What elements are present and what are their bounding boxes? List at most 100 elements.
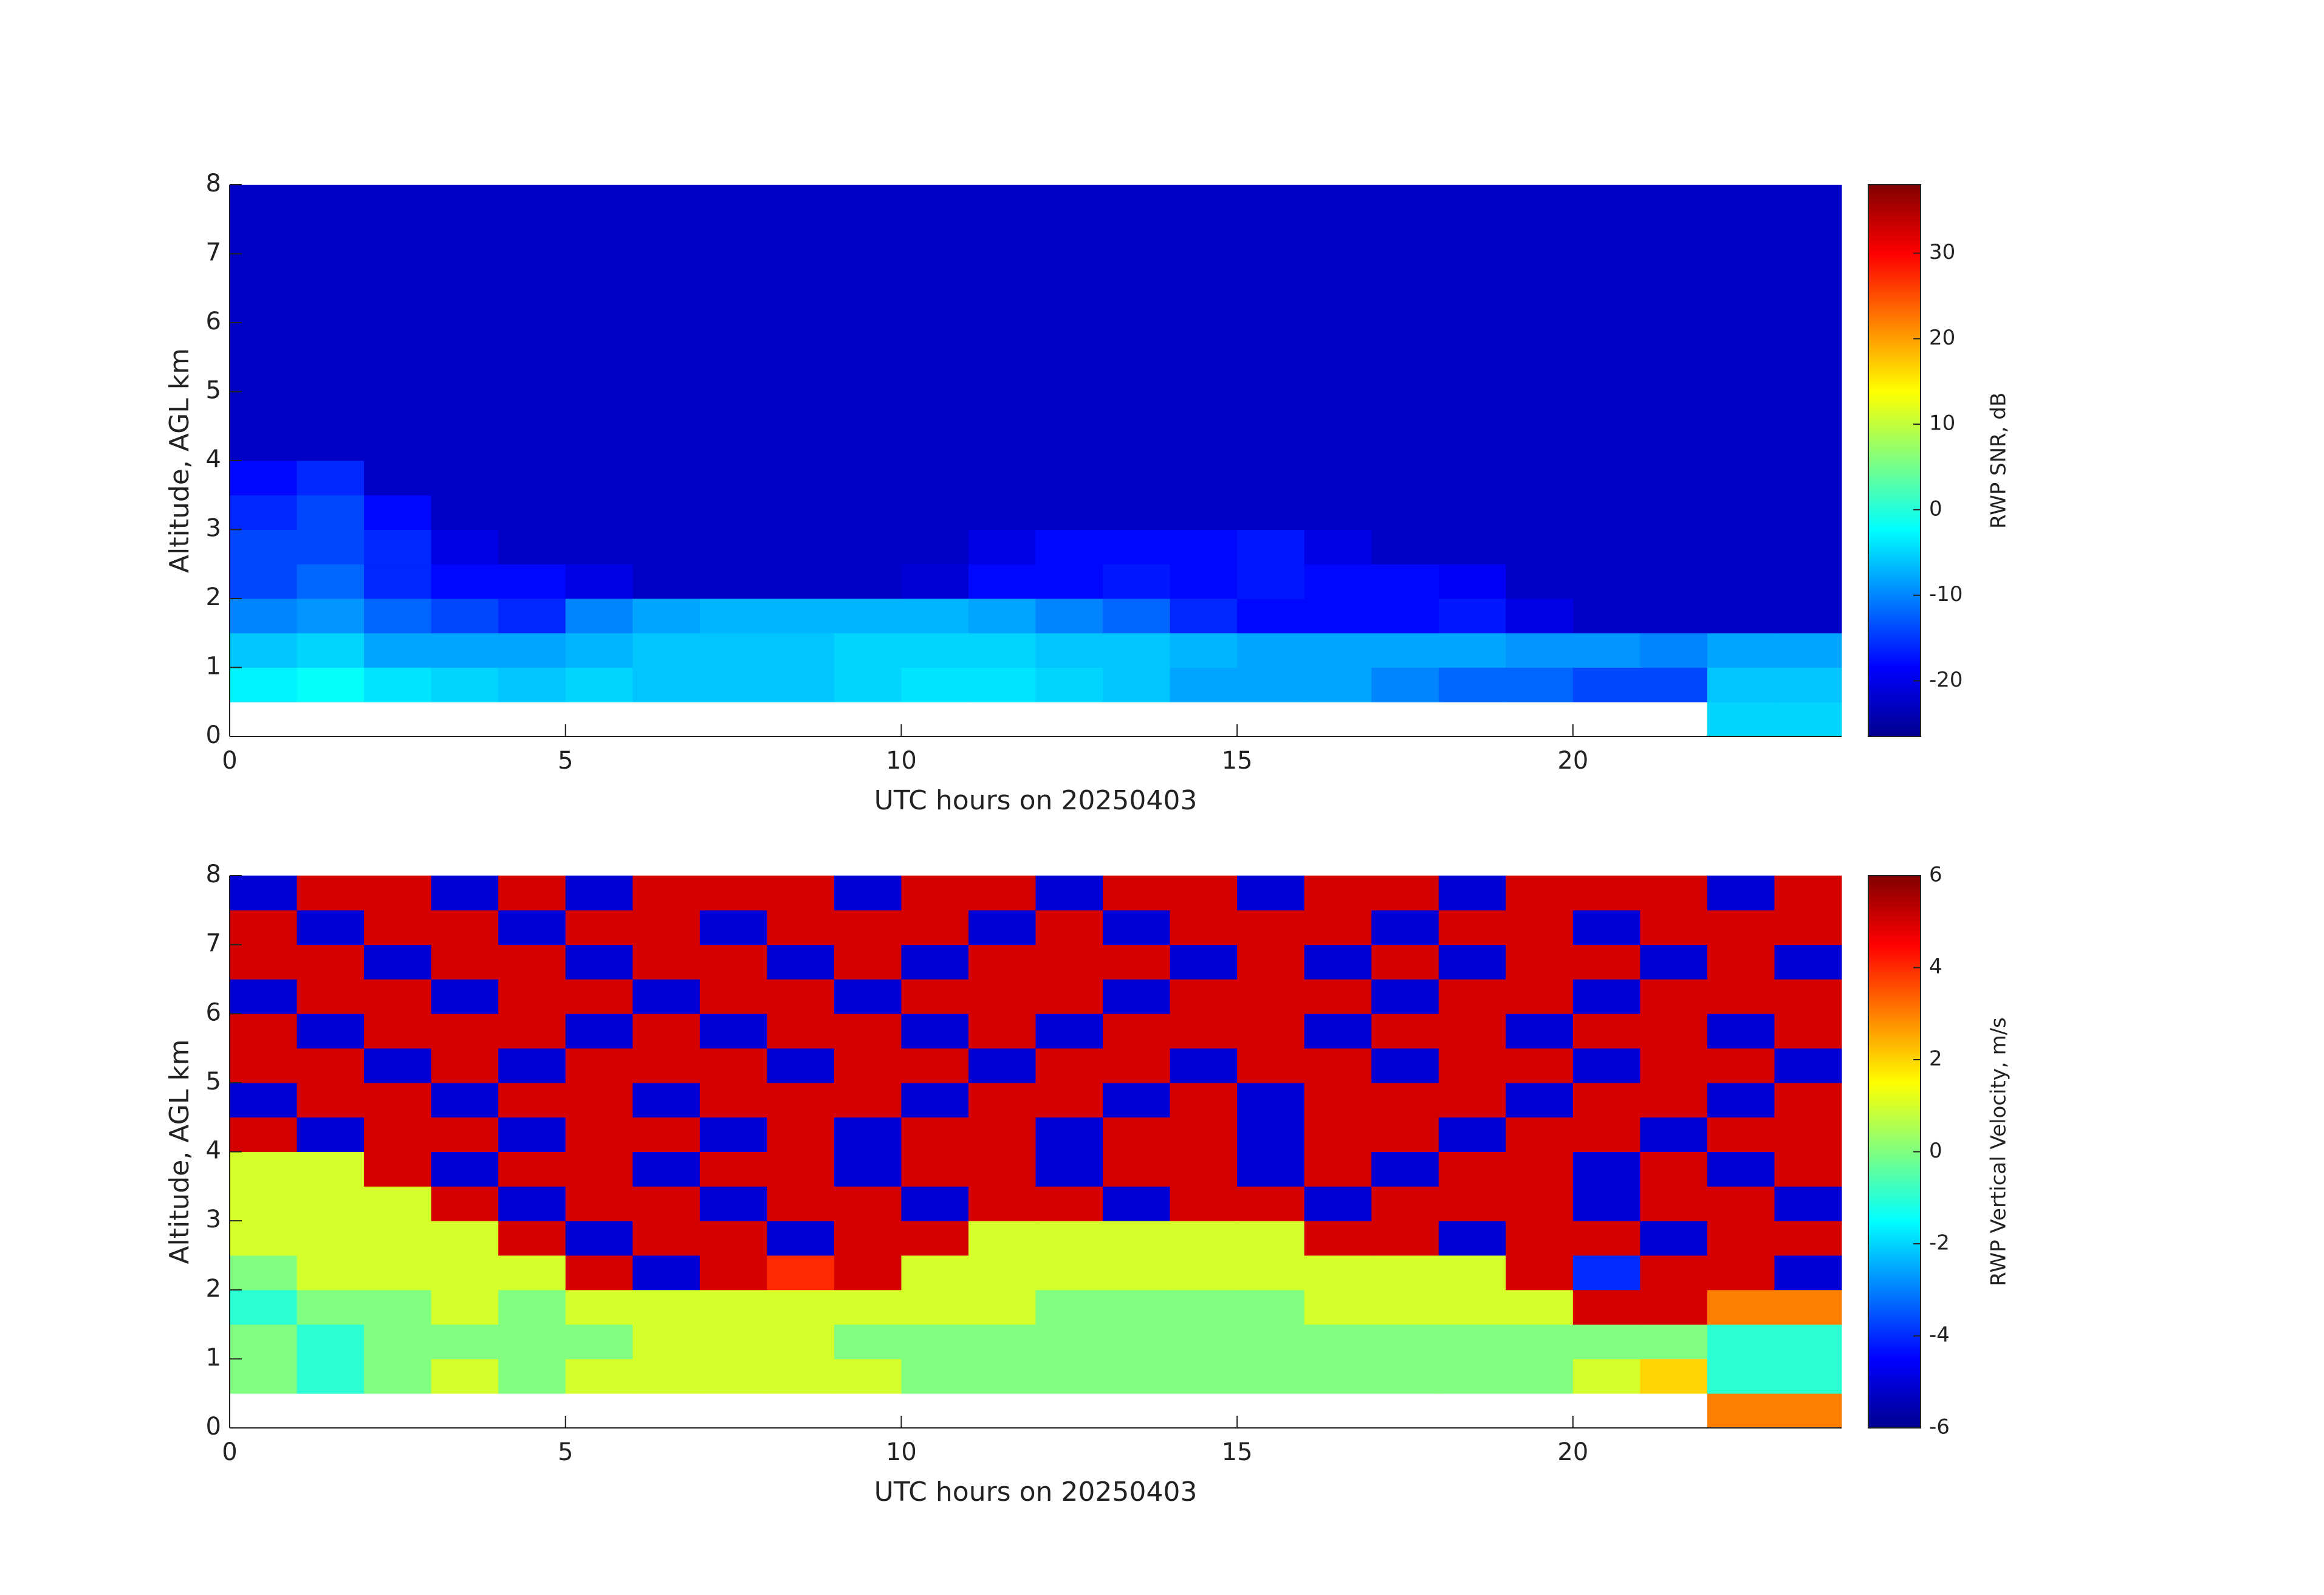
cell [1707,323,1775,358]
cell [1103,876,1171,911]
cell [1237,1221,1305,1256]
cell [1103,323,1171,358]
heatmap [230,185,1842,737]
cell [1103,564,1171,599]
cell [767,1324,835,1359]
cell [1170,323,1238,358]
cell [968,910,1036,945]
cell [1371,1324,1439,1359]
cell [498,426,566,461]
cell [498,667,566,702]
cell [1170,1324,1238,1359]
cell [296,599,365,634]
cell [1103,599,1171,634]
cell [1572,944,1640,979]
cell [968,1186,1036,1221]
cell [1640,391,1708,427]
cell [767,529,835,564]
colorbar-tick-label: 2 [1929,1047,1942,1071]
cell [834,1082,902,1118]
cell [296,1255,365,1291]
cell [1371,185,1439,220]
cell [632,1289,701,1325]
cell [632,633,701,668]
cell [1170,1151,1238,1187]
cell [968,185,1036,220]
cell [230,944,298,979]
cell [767,1014,835,1049]
cell [1237,461,1305,496]
cell [901,495,969,530]
cell [699,1324,767,1359]
cell [901,288,969,323]
cell [834,495,902,530]
cell [834,461,902,496]
cell [834,910,902,945]
cell [431,288,499,323]
cell [1774,564,1842,599]
cell [1640,633,1708,668]
cell [296,1117,365,1152]
cell [968,1289,1036,1325]
cell [364,1117,432,1152]
y-tick-label: 0 [206,1413,221,1441]
cell [699,1359,767,1394]
cell [1103,426,1171,461]
cell [1170,288,1238,323]
cell [834,1186,902,1221]
cell [1304,633,1372,668]
cell [834,1255,902,1291]
cell [1707,1048,1775,1083]
cell [1572,1117,1640,1152]
cell [632,667,701,702]
x-tick-label: 20 [1557,747,1588,775]
cell [296,979,365,1014]
cell [1572,253,1640,289]
cell [431,1082,499,1118]
cell [1640,323,1708,358]
cell [632,876,701,911]
cell [1237,495,1305,530]
cell [230,1151,298,1187]
cell [1707,529,1775,564]
cell [632,461,701,496]
cell [498,979,566,1014]
cell [1707,1221,1775,1256]
cell [901,910,969,945]
cell [968,599,1036,634]
cell [1438,219,1506,254]
cell [296,1186,365,1221]
cell [498,1289,566,1325]
cell [565,323,633,358]
cell [1774,702,1842,737]
cell [1304,529,1372,564]
cell [632,979,701,1014]
x-axis-label: UTC hours on 20250403 [874,1477,1198,1508]
cell [230,1289,298,1325]
cell [296,185,365,220]
cell [230,1048,298,1083]
cell [968,979,1036,1014]
cell [1640,564,1708,599]
y-tick-label: 5 [206,377,221,405]
cell [1707,667,1775,702]
cell [1371,495,1439,530]
cell [1237,633,1305,668]
cell [1506,1221,1574,1256]
cell [1774,1359,1842,1394]
cell [901,219,969,254]
cell [1572,876,1640,911]
cell [1371,1255,1439,1291]
cell [565,1221,633,1256]
cell [699,495,767,530]
cell [699,185,767,220]
cell [565,1048,633,1083]
cell [565,1151,633,1187]
cell [230,391,298,427]
cell [296,219,365,254]
cell [364,944,432,979]
cell [1035,1082,1103,1118]
cell [1707,1359,1775,1394]
cell [834,426,902,461]
cell [1572,185,1640,220]
